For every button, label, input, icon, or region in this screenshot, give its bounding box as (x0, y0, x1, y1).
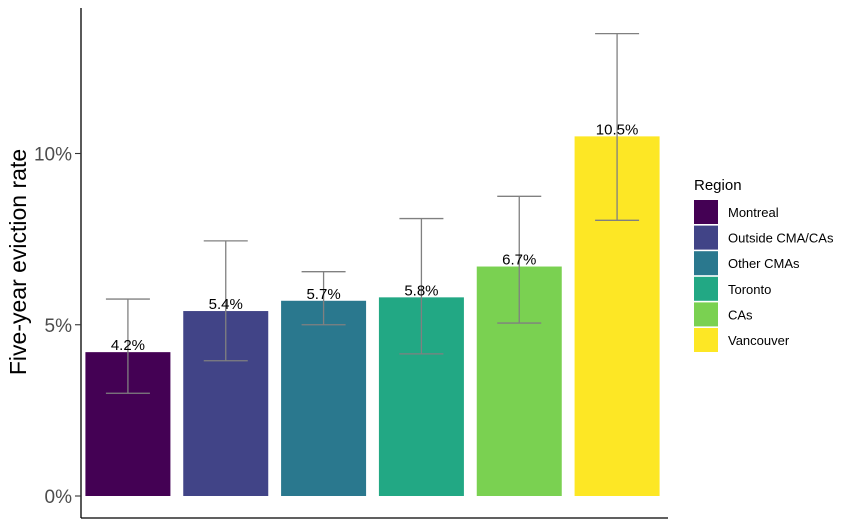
bar (281, 300, 367, 496)
data-label: 4.2% (111, 337, 145, 354)
legend-label: Montreal (728, 205, 779, 220)
y-tick-label: 10% (34, 145, 72, 166)
legend-swatch (694, 302, 718, 327)
legend-title: Region (694, 177, 742, 194)
legend-swatch (694, 328, 718, 352)
legend-label: Toronto (728, 282, 771, 297)
data-label: 6.7% (502, 252, 536, 269)
legend-swatch (694, 225, 718, 250)
legend: Region Montreal Outside CMA/CAs Other CMAs… (694, 177, 834, 352)
y-axis-label: Five-year eviction rate (5, 149, 31, 375)
y-ticks: 0% 5% 10% (34, 145, 81, 508)
data-label: 10.5% (596, 121, 639, 138)
legend-swatch (694, 276, 718, 301)
legend-label: CAs (728, 307, 753, 322)
legend-label: Outside CMA/CAs (728, 231, 834, 246)
legend-items: Montreal Outside CMA/CAs Other CMAs Toronto… (694, 200, 834, 352)
data-label: 5.8% (404, 282, 438, 299)
data-label: 5.4% (209, 296, 243, 313)
legend-label: Vancouver (728, 333, 790, 348)
bars (85, 136, 660, 496)
data-labels: 4.2% 5.4% 5.7% 5.8% 6.7% 10.5% (111, 121, 639, 354)
error-bars (105, 32, 640, 394)
y-tick-label: 0% (45, 487, 73, 508)
data-label: 5.7% (306, 286, 340, 303)
legend-swatch (694, 251, 718, 276)
legend-swatch (694, 200, 718, 224)
axes (80, 8, 668, 519)
legend-label: Other CMAs (728, 256, 800, 271)
y-tick-label: 5% (45, 316, 73, 337)
